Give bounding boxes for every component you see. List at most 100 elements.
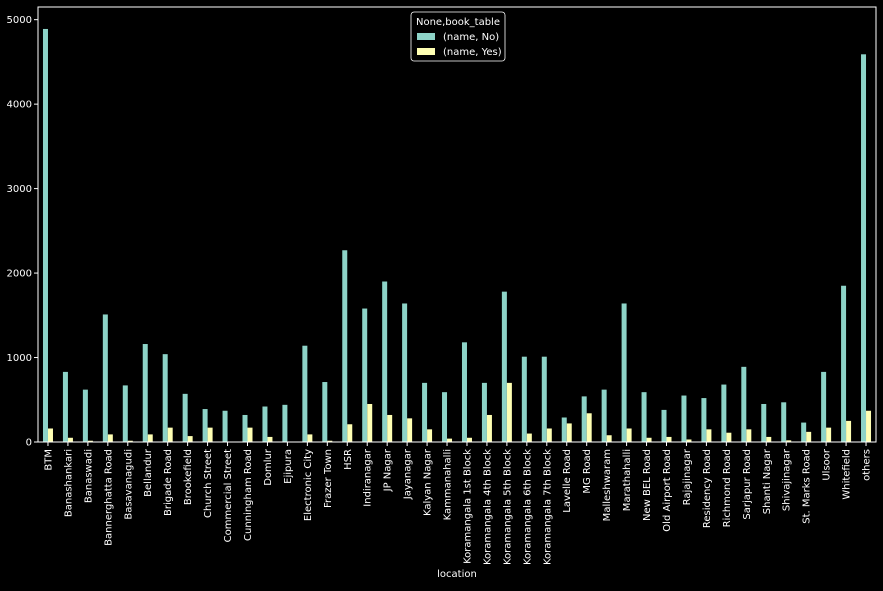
- bar-yes: [846, 420, 852, 442]
- x-tick-label: Kammanahalli: [443, 449, 454, 520]
- legend-title: None,book_table: [416, 17, 500, 28]
- x-tick-label: Church Street: [203, 449, 214, 518]
- bar-no: [521, 356, 527, 442]
- bar-no: [681, 395, 687, 442]
- bar-yes: [87, 440, 93, 442]
- x-tick-label: BTM: [43, 449, 54, 471]
- bar-no: [142, 344, 148, 442]
- x-axis-label: location: [437, 569, 477, 580]
- x-tick-label: Marathahalli: [622, 449, 633, 511]
- bar-no: [242, 414, 248, 442]
- bar-yes: [806, 431, 812, 442]
- bar-yes: [67, 437, 73, 442]
- x-tick-label: St. Marks Road: [802, 449, 813, 524]
- x-tick-label: Old Airport Road: [662, 449, 673, 532]
- bar-no: [581, 396, 587, 442]
- bar-no: [362, 308, 368, 442]
- x-tick-label: Koramangala 1st Block: [462, 449, 473, 564]
- bar-no: [222, 410, 228, 442]
- bar-yes: [606, 435, 612, 442]
- bar-no: [122, 385, 128, 442]
- bar-no: [42, 28, 48, 443]
- bar-yes: [347, 424, 353, 442]
- bar-yes: [387, 414, 393, 442]
- bar-yes: [267, 436, 273, 442]
- x-tick-label: JP Nagar: [383, 448, 394, 492]
- bar-yes: [207, 427, 213, 442]
- x-tick-label: Shanti Nagar: [762, 448, 773, 514]
- y-tick-label: 2000: [7, 269, 32, 280]
- y-tick-label: 5000: [7, 15, 32, 26]
- x-tick-label: Commercial Street: [223, 449, 234, 542]
- bar-yes: [706, 429, 712, 442]
- bar-no: [182, 393, 188, 442]
- legend-swatch-yes: [417, 48, 435, 55]
- x-tick-label: Banaswadi: [83, 449, 94, 503]
- bar-no: [481, 382, 487, 442]
- x-tick-label: Ulsoor: [822, 448, 833, 481]
- x-tick-label: Indiranagar: [363, 448, 374, 507]
- y-tick-label: 3000: [7, 184, 32, 195]
- y-tick-label: 4000: [7, 100, 32, 111]
- bar-yes: [666, 436, 672, 442]
- legend-swatch-no: [417, 33, 435, 40]
- bar-yes: [626, 428, 632, 442]
- bar-no: [382, 281, 388, 442]
- bar-no: [561, 417, 567, 442]
- bar-yes: [506, 382, 512, 442]
- bar-no: [282, 404, 288, 442]
- bar-no: [82, 389, 88, 442]
- bar-no: [342, 250, 348, 442]
- x-tick-label: Brookefield: [183, 449, 194, 505]
- x-tick-label: Malleshwaram: [602, 449, 613, 521]
- bar-no: [62, 371, 68, 442]
- x-tick-label: HSR: [343, 449, 354, 470]
- bar-no: [601, 389, 607, 442]
- x-tick-label: Cunningham Road: [243, 449, 254, 541]
- bar-no: [641, 392, 647, 442]
- x-tick-label: New BEL Road: [642, 449, 653, 521]
- x-tick-label: Ejipura: [283, 449, 294, 484]
- bar-yes: [546, 428, 552, 442]
- x-tick-label: Whitefield: [842, 449, 853, 500]
- x-tick-label: Lavelle Road: [562, 449, 573, 513]
- x-tick-label: Richmond Road: [722, 449, 733, 527]
- y-tick-label: 1000: [7, 353, 32, 364]
- bar-no: [102, 314, 108, 442]
- bar-no: [621, 303, 627, 442]
- x-tick-label: Koramangala 4th Block: [482, 449, 493, 565]
- x-tick-label: Frazer Town: [323, 449, 334, 508]
- bar-no: [302, 345, 308, 442]
- x-tick-label: Shivajinagar: [782, 448, 793, 511]
- x-tick-label: others: [862, 449, 873, 481]
- bars-layer: [42, 28, 872, 443]
- bar-yes: [586, 413, 592, 442]
- bar-no: [841, 285, 847, 442]
- bar-yes: [786, 440, 792, 442]
- bar-yes: [826, 427, 832, 442]
- bar-no: [801, 422, 807, 442]
- bar-yes: [127, 440, 133, 442]
- y-axis: 0 1000 2000 3000 4000 5000: [7, 15, 38, 449]
- bar-no: [202, 409, 208, 442]
- bar-yes: [427, 429, 433, 442]
- x-tick-label: Residency Road: [702, 449, 713, 528]
- bar-yes: [566, 423, 572, 442]
- x-tick-label: Koramangala 6th Block: [522, 449, 533, 565]
- x-tick-label: Koramangala 7th Block: [542, 449, 553, 565]
- bar-no: [821, 371, 827, 442]
- x-tick-label: Banashankari: [63, 449, 74, 517]
- bar-yes: [47, 428, 53, 442]
- bar-yes: [327, 440, 333, 442]
- bar-yes: [486, 414, 492, 442]
- bar-yes: [187, 436, 193, 442]
- bar-no: [162, 354, 168, 442]
- x-tick-label: Rajajinagar: [682, 448, 693, 505]
- bar-yes: [466, 437, 472, 442]
- x-tick-label: Basavanagudi: [123, 449, 134, 520]
- bar-yes: [726, 432, 732, 442]
- bar-no: [661, 409, 667, 442]
- bar-yes: [686, 439, 692, 442]
- bar-no: [461, 342, 467, 442]
